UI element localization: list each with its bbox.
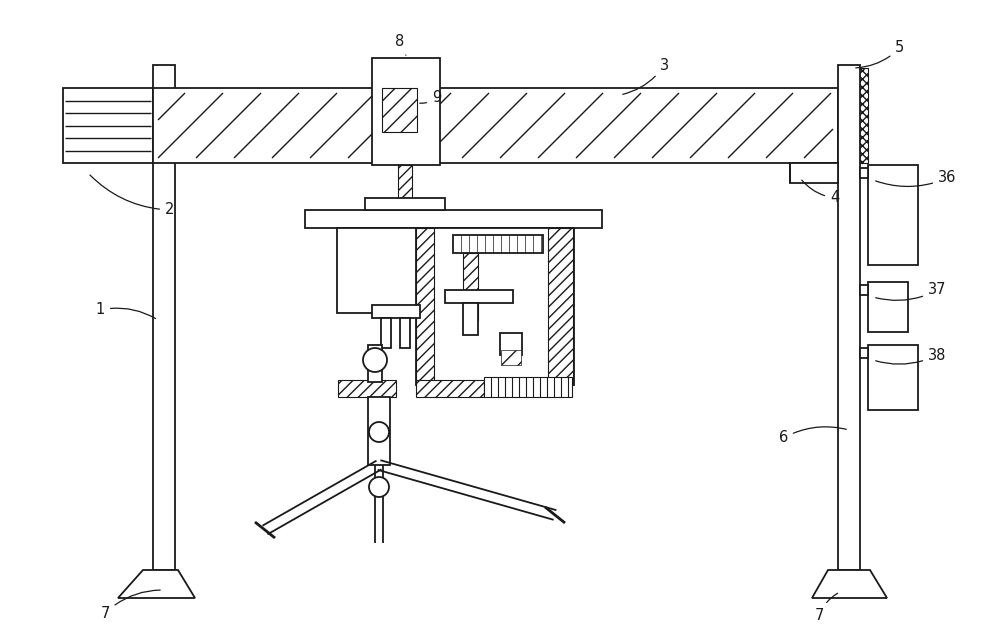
Bar bbox=[382, 88, 417, 132]
Bar bbox=[548, 228, 573, 385]
Bar bbox=[338, 380, 396, 397]
Circle shape bbox=[369, 477, 389, 497]
Text: 3: 3 bbox=[623, 57, 669, 94]
Bar bbox=[463, 253, 478, 320]
Text: 9: 9 bbox=[420, 91, 441, 106]
Bar bbox=[790, 163, 838, 183]
Text: 6: 6 bbox=[779, 427, 846, 445]
Bar bbox=[153, 88, 838, 163]
Bar bbox=[868, 165, 918, 265]
Bar bbox=[860, 285, 868, 295]
Text: 7: 7 bbox=[101, 590, 160, 620]
Circle shape bbox=[369, 422, 389, 442]
Bar bbox=[63, 88, 153, 163]
Text: 2: 2 bbox=[90, 175, 174, 218]
Bar bbox=[416, 228, 434, 385]
Bar bbox=[365, 198, 445, 210]
Polygon shape bbox=[118, 570, 195, 598]
Text: 1: 1 bbox=[96, 303, 156, 318]
Polygon shape bbox=[812, 570, 887, 598]
Bar bbox=[416, 228, 574, 385]
Bar bbox=[860, 168, 868, 178]
Bar bbox=[337, 228, 417, 313]
Bar bbox=[400, 318, 410, 348]
Bar bbox=[372, 305, 420, 318]
Bar bbox=[381, 318, 391, 348]
Bar bbox=[153, 65, 175, 570]
Bar bbox=[838, 68, 868, 163]
Text: 36: 36 bbox=[876, 170, 956, 186]
Text: 37: 37 bbox=[876, 282, 946, 301]
Bar bbox=[501, 350, 521, 365]
Text: 7: 7 bbox=[815, 593, 838, 623]
Text: 38: 38 bbox=[876, 347, 946, 364]
Bar bbox=[463, 303, 478, 335]
Bar bbox=[368, 345, 382, 382]
Bar bbox=[445, 290, 513, 303]
Bar bbox=[305, 210, 602, 228]
Circle shape bbox=[363, 348, 387, 372]
Bar bbox=[453, 235, 543, 253]
Bar bbox=[368, 397, 390, 465]
Bar bbox=[500, 333, 522, 355]
Bar bbox=[416, 380, 484, 397]
Bar bbox=[860, 348, 868, 358]
Bar bbox=[868, 345, 918, 410]
Text: 5: 5 bbox=[856, 40, 904, 68]
Bar bbox=[372, 58, 440, 165]
Bar bbox=[484, 377, 572, 397]
Text: 4: 4 bbox=[802, 180, 839, 206]
Bar bbox=[838, 65, 860, 570]
Bar bbox=[868, 282, 908, 332]
Bar bbox=[398, 165, 412, 213]
Text: 8: 8 bbox=[395, 35, 406, 55]
